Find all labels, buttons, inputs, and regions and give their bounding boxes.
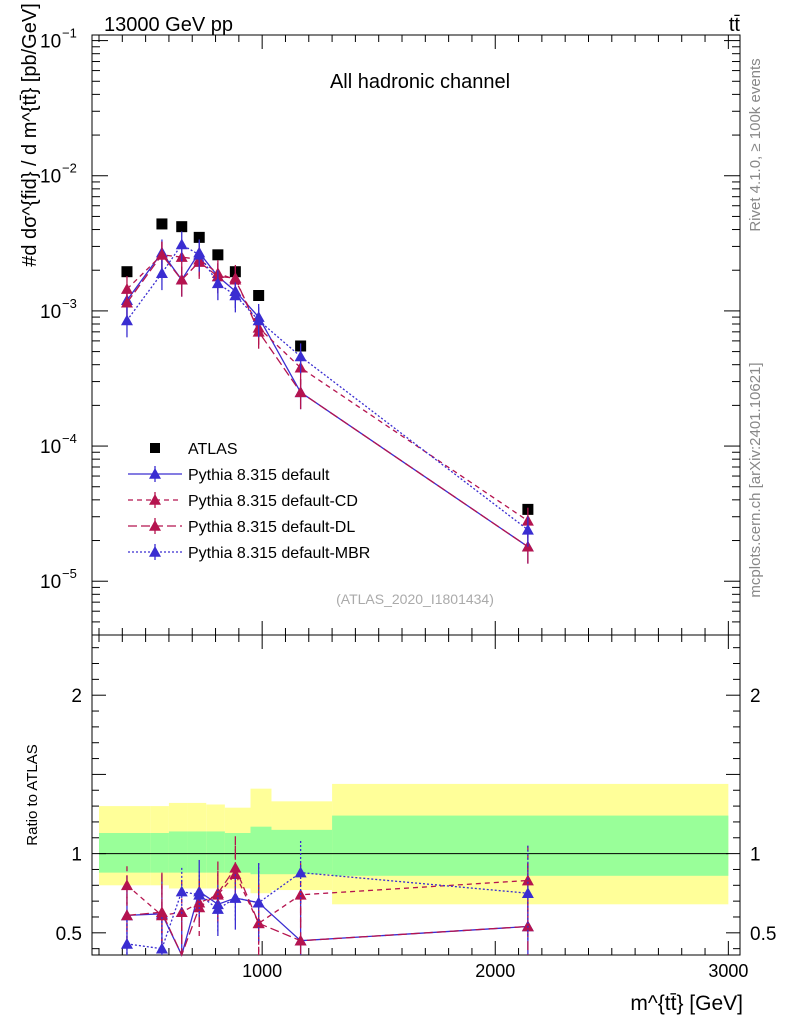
ratio-point-4-3 — [193, 888, 206, 900]
ratio-point-4-8 — [521, 887, 534, 899]
y-tick-label-0: 10 — [40, 32, 61, 53]
ratio-point-4-1 — [155, 942, 168, 954]
band-inner-7 — [271, 829, 333, 875]
main-point-4-4 — [211, 277, 224, 289]
ratio-tick-label-l-1: 1 — [71, 845, 82, 866]
ratio-tick-label-r-0: 0.5 — [750, 924, 776, 945]
main-line-4 — [126, 243, 529, 531]
x-axis-label: m^{tt̄} [GeV] — [630, 992, 743, 1015]
legend-marker-4 — [149, 546, 161, 557]
legend-marker-3 — [149, 520, 161, 531]
ratio-point-4-7 — [294, 866, 307, 878]
legend: ATLAS Pythia 8.315 default Pythia 8.315 de… — [128, 441, 370, 562]
ratio-series-4 — [120, 840, 534, 955]
main-point-4-7 — [294, 350, 307, 362]
ratio-point-3-4 — [211, 887, 224, 899]
atlas-point-6 — [253, 290, 265, 302]
main-series-4 — [120, 231, 534, 547]
atlas-point-2 — [176, 221, 188, 233]
uncertainty-bands — [98, 783, 729, 905]
ratio-axis-label: Ratio to ATLAS — [24, 744, 41, 845]
ratio-point-4-0 — [120, 937, 133, 949]
y-tick-exp-1: −2 — [62, 161, 77, 176]
atlas-point-4 — [212, 249, 224, 261]
ratio-point-4-6 — [252, 896, 265, 908]
ratio-frame — [91, 634, 741, 956]
main-series-3 — [120, 241, 534, 564]
band-inner-4 — [206, 831, 225, 873]
main-point-4-2 — [175, 238, 188, 250]
ratio-tick-label-r-2: 2 — [750, 686, 761, 707]
main-point-4-3 — [193, 248, 206, 260]
ratio-tick-label-l-0: 0.5 — [56, 924, 82, 945]
ratio-point-3-6 — [252, 917, 265, 929]
ratio-point-4-2 — [175, 885, 188, 897]
y-tick-exp-3: −4 — [62, 431, 77, 446]
ratio-point-3-3 — [193, 901, 206, 913]
legend-label-2: Pythia 8.315 default-CD — [188, 493, 358, 510]
main-point-4-5 — [229, 289, 242, 301]
x-tick-label-0: 1000 — [242, 961, 282, 981]
main-point-3-0 — [120, 296, 133, 308]
header-right: tt̄ — [729, 14, 741, 36]
y-tick-label-1: 10 — [40, 167, 61, 188]
band-inner-1 — [150, 833, 169, 873]
ratio-point-4-4 — [211, 903, 224, 914]
ratio-point-3-0 — [120, 909, 133, 921]
y-tick-exp-0: −1 — [62, 26, 77, 41]
legend-label-4: Pythia 8.315 default-MBR — [188, 545, 370, 562]
y-axis-label: #d dσ^{fid} / d m^{tt̄} [pb/GeV] — [19, 3, 41, 267]
band-inner-5 — [224, 833, 251, 873]
rivet-label: Rivet 4.1.0, ≥ 100k events — [747, 58, 764, 231]
main-point-3-2 — [175, 273, 188, 285]
y-tick-label-4: 10 — [40, 572, 61, 593]
chart-title: All hadronic channel — [330, 71, 510, 93]
header-left: 13000 GeV pp — [104, 14, 233, 36]
band-inner-3 — [187, 831, 207, 873]
main-point-3-7 — [294, 386, 307, 398]
main-point-4-6 — [252, 314, 265, 326]
ratio-tick-label-r-1: 1 — [750, 845, 761, 866]
analysis-id: (ATLAS_2020_I1801434) — [336, 591, 494, 607]
ratio-series — [120, 836, 534, 957]
ratio-point-3-7 — [294, 934, 307, 946]
main-series — [120, 218, 534, 564]
y-tick-label-2: 10 — [40, 302, 61, 323]
x-tick-label-1: 2000 — [475, 961, 515, 981]
main-point-3-5 — [229, 272, 242, 283]
main-point-4-1 — [155, 267, 168, 279]
band-inner-6 — [250, 826, 272, 875]
mcplots-label: mcplots.cern.ch [arXiv:2401.10621] — [747, 362, 764, 597]
legend-label-3: Pythia 8.315 default-DL — [188, 519, 355, 536]
axes-frames — [91, 34, 741, 956]
y-tick-label-3: 10 — [40, 437, 61, 458]
atlas-point-1 — [156, 218, 168, 230]
legend-label-1: Pythia 8.315 default — [188, 467, 330, 484]
legend-marker-1 — [149, 468, 161, 479]
main-point-4-0 — [120, 314, 133, 326]
main-point-2-0 — [120, 283, 133, 294]
legend-marker-0 — [150, 443, 160, 453]
band-inner-8 — [332, 815, 729, 876]
ratio-point-3-1 — [155, 906, 168, 918]
main-series-1 — [120, 239, 534, 564]
band-inner-2 — [168, 831, 188, 873]
ratio-tick-label-l-2: 2 — [71, 686, 82, 707]
ratio-point-3-5 — [229, 861, 242, 873]
main-point-3-1 — [155, 248, 168, 260]
legend-marker-2 — [149, 494, 161, 505]
atlas-point-3 — [193, 231, 205, 243]
band-inner-0 — [98, 833, 151, 873]
y-tick-exp-2: −3 — [62, 296, 77, 311]
y-tick-exp-4: −5 — [62, 566, 77, 581]
ratio-point-4-5 — [229, 891, 242, 903]
main-point-4-8 — [521, 523, 534, 535]
main-line-3 — [126, 253, 529, 548]
atlas-point-0 — [121, 266, 133, 278]
x-tick-label-2: 3000 — [708, 961, 748, 981]
legend-label-0: ATLAS — [188, 441, 238, 458]
